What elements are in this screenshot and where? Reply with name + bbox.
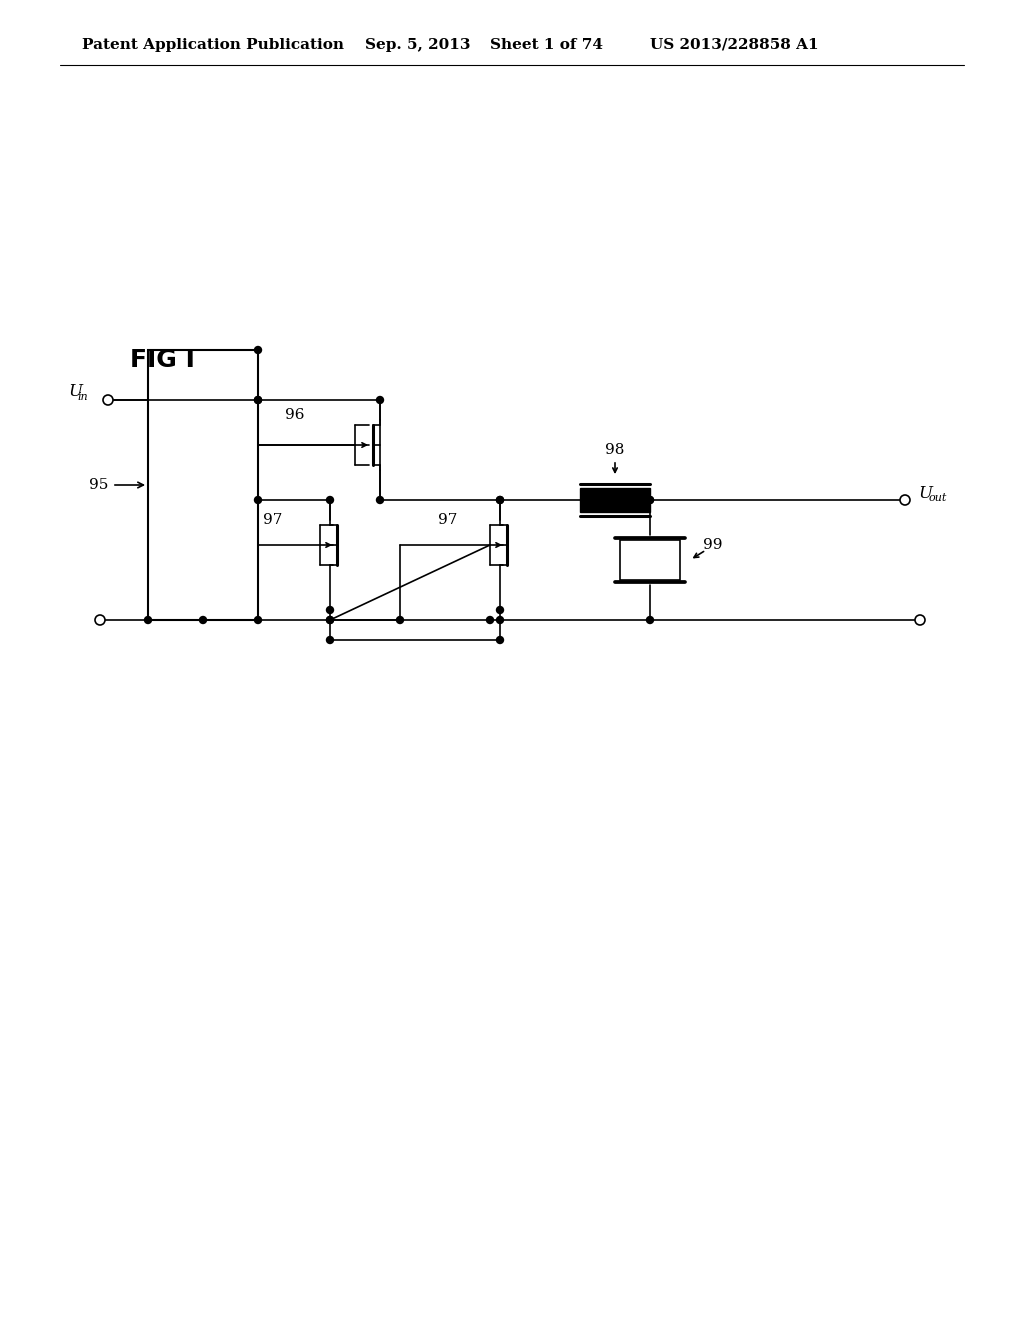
Circle shape: [900, 495, 909, 504]
Circle shape: [327, 616, 334, 623]
Circle shape: [497, 606, 504, 614]
Text: 95: 95: [89, 478, 108, 492]
Text: 97: 97: [262, 513, 282, 527]
Bar: [148, 350, 258, 620]
Text: Patent Application Publication: Patent Application Publication: [82, 38, 344, 51]
Text: 96: 96: [286, 408, 305, 422]
Text: US 2013/228858 A1: US 2013/228858 A1: [650, 38, 818, 51]
Bar: [620, 540, 680, 579]
Text: in: in: [78, 392, 88, 403]
Text: Sheet 1 of 74: Sheet 1 of 74: [490, 38, 603, 51]
Circle shape: [255, 496, 261, 503]
Text: U: U: [918, 484, 932, 502]
Circle shape: [377, 496, 384, 503]
Text: FIG I: FIG I: [130, 348, 195, 372]
Text: 99: 99: [703, 539, 723, 552]
Circle shape: [103, 396, 113, 404]
Text: out: out: [929, 492, 947, 503]
Circle shape: [497, 496, 504, 503]
Text: 97: 97: [437, 513, 457, 527]
Circle shape: [95, 615, 104, 624]
Circle shape: [327, 496, 334, 503]
Circle shape: [327, 606, 334, 614]
Circle shape: [377, 396, 384, 404]
Circle shape: [646, 616, 653, 623]
Circle shape: [327, 636, 334, 644]
Circle shape: [646, 496, 653, 503]
Text: 98: 98: [605, 444, 625, 457]
Circle shape: [144, 616, 152, 623]
Circle shape: [255, 396, 261, 404]
Circle shape: [255, 396, 261, 404]
Text: U: U: [68, 384, 82, 400]
Circle shape: [200, 616, 207, 623]
Bar: [580, 488, 650, 512]
Circle shape: [255, 346, 261, 354]
Circle shape: [497, 616, 504, 623]
Circle shape: [255, 616, 261, 623]
Circle shape: [396, 616, 403, 623]
Circle shape: [915, 615, 925, 624]
Circle shape: [497, 636, 504, 644]
Circle shape: [486, 616, 494, 623]
Circle shape: [497, 496, 504, 503]
Text: Sep. 5, 2013: Sep. 5, 2013: [365, 38, 470, 51]
Circle shape: [327, 616, 334, 623]
Circle shape: [646, 496, 653, 503]
